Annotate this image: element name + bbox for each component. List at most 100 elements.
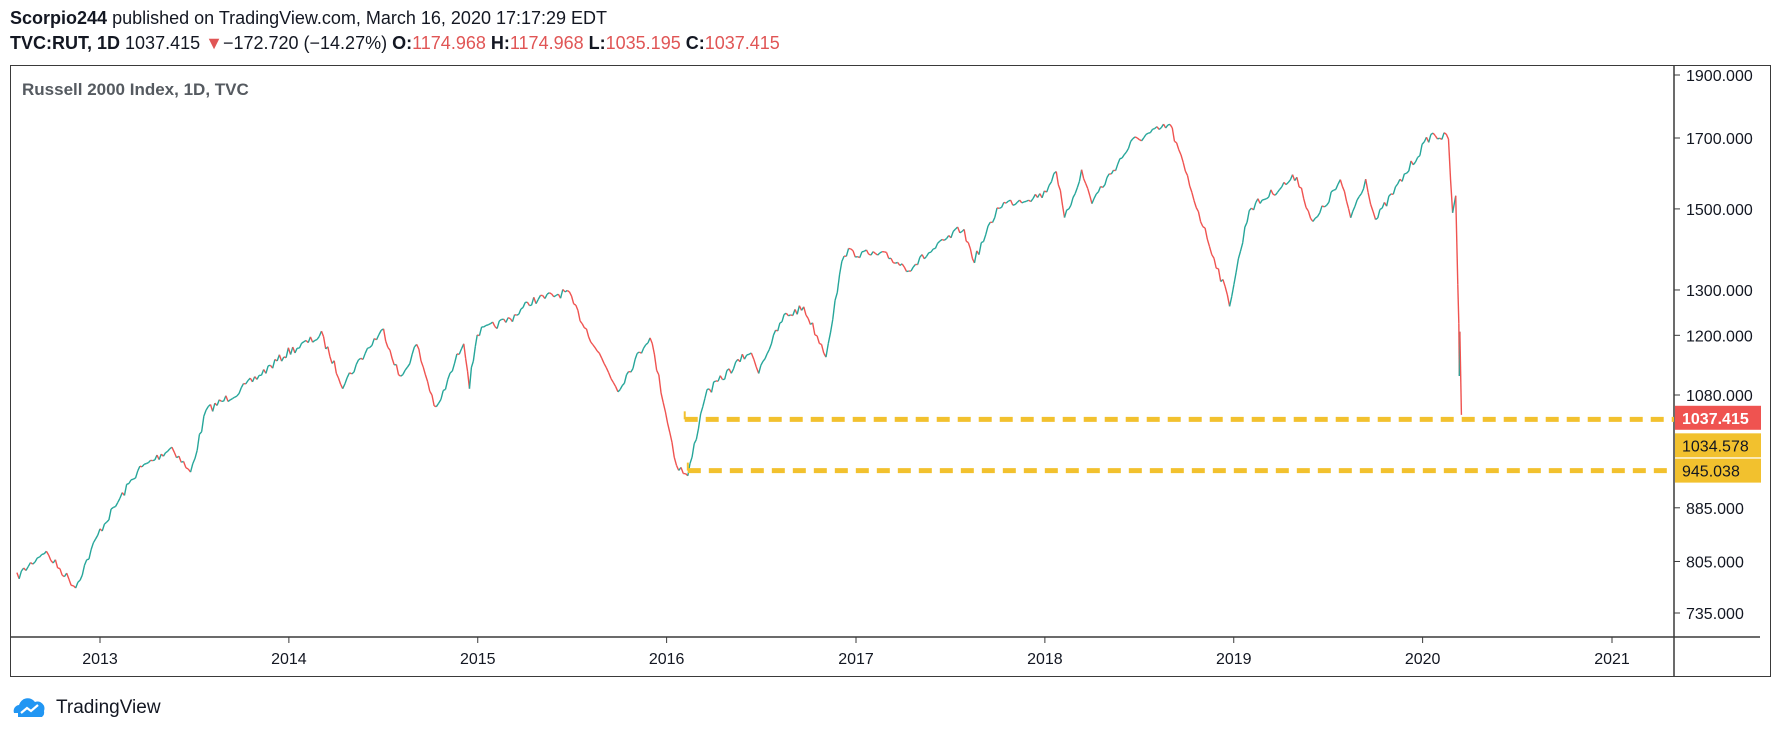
price-segment (314, 338, 318, 342)
price-segment (1123, 151, 1127, 156)
price-segment (1106, 173, 1110, 178)
price-segment (978, 242, 982, 255)
price-segment (719, 375, 724, 380)
price-segment (1171, 127, 1176, 142)
chart-frame[interactable] (10, 65, 1771, 677)
price-segment (57, 567, 61, 570)
close-label: C: (685, 33, 705, 53)
tradingview-footer[interactable]: TradingView (10, 694, 161, 722)
price-segment (367, 346, 370, 349)
price-segment (1169, 124, 1173, 129)
price-segment (320, 330, 325, 337)
price-segment (879, 251, 883, 254)
price-segment (724, 370, 728, 380)
price-segment (1350, 211, 1354, 218)
price-segment (841, 255, 845, 262)
price-segment (113, 505, 116, 509)
price-segment (612, 382, 617, 387)
x-tick-label: 2013 (82, 651, 118, 668)
price-segment (1114, 163, 1119, 171)
price-segment (1023, 200, 1027, 203)
price-segment (1055, 171, 1060, 185)
open-label: O: (392, 33, 413, 53)
price-segment (628, 370, 631, 373)
price-segment (605, 367, 610, 374)
price-segment (675, 464, 680, 471)
price-segment (1063, 209, 1068, 218)
price-segment (1369, 204, 1374, 212)
price-segment (88, 549, 92, 560)
y-tick-label: 1080.000 (1686, 388, 1753, 405)
price-segment (68, 578, 72, 586)
price-segment (39, 553, 43, 558)
price-segment (994, 207, 998, 218)
price-segment (566, 289, 570, 293)
last-price: 1037.415 (125, 33, 201, 53)
price-segment (1268, 189, 1272, 198)
price-segment (967, 242, 972, 249)
price-segment (496, 320, 500, 329)
level-price-badge (1675, 458, 1761, 483)
price-segment (409, 354, 413, 364)
price-segment (216, 399, 220, 406)
price-segment (1208, 246, 1213, 255)
price-segment (621, 382, 625, 387)
price-segment (1434, 135, 1439, 140)
price-segment (1404, 172, 1407, 175)
price-segment (335, 372, 340, 379)
price-segment (825, 343, 829, 358)
price-segment (910, 266, 914, 272)
price-segment (781, 314, 785, 323)
price-segment (101, 523, 106, 532)
price-segment (814, 334, 818, 337)
price-segment (1066, 208, 1070, 211)
price-segment (234, 395, 238, 398)
price-segment (47, 554, 52, 561)
price-segment (987, 221, 991, 227)
price-segment (1028, 199, 1032, 203)
price-segment (167, 448, 171, 452)
price-segment (196, 434, 201, 451)
price-segment (1401, 173, 1406, 182)
level-price-badge (1675, 433, 1761, 458)
price-segment (669, 432, 673, 443)
price-segment (973, 250, 978, 264)
price-segment (1048, 181, 1053, 186)
price-segment (1347, 208, 1352, 218)
price-segment (772, 329, 777, 336)
price-segment (916, 256, 921, 265)
price-segment (1379, 207, 1383, 211)
price-segment (1414, 157, 1419, 163)
price-segment (634, 353, 638, 360)
price-segment (596, 350, 600, 354)
price-segment (198, 431, 203, 435)
price-segment (1003, 201, 1007, 204)
price-segment (1019, 199, 1023, 204)
price-segment (932, 247, 936, 250)
price-segment (389, 349, 393, 359)
price-segment (656, 370, 660, 376)
price-segment (327, 346, 331, 357)
price-segment (1175, 142, 1180, 151)
price-segment (294, 347, 298, 354)
price-segment (458, 348, 463, 355)
price-segment (568, 291, 573, 297)
price-segment (530, 297, 535, 306)
price-segment (382, 328, 387, 342)
price-segment (194, 449, 198, 459)
price-segment (1352, 206, 1356, 212)
price-segment (807, 318, 812, 325)
price-segment (152, 459, 156, 462)
price-segment (1372, 211, 1377, 220)
author-name[interactable]: Scorpio244 (10, 8, 108, 28)
price-segment (710, 381, 715, 393)
price-segment (893, 261, 896, 264)
price-segment (1455, 195, 1459, 285)
price-segment (1259, 199, 1263, 204)
price-segment (1104, 177, 1108, 186)
price-segment (630, 368, 634, 373)
price-segment (1266, 196, 1270, 200)
price-segment (623, 374, 628, 384)
price-segment (182, 461, 187, 469)
